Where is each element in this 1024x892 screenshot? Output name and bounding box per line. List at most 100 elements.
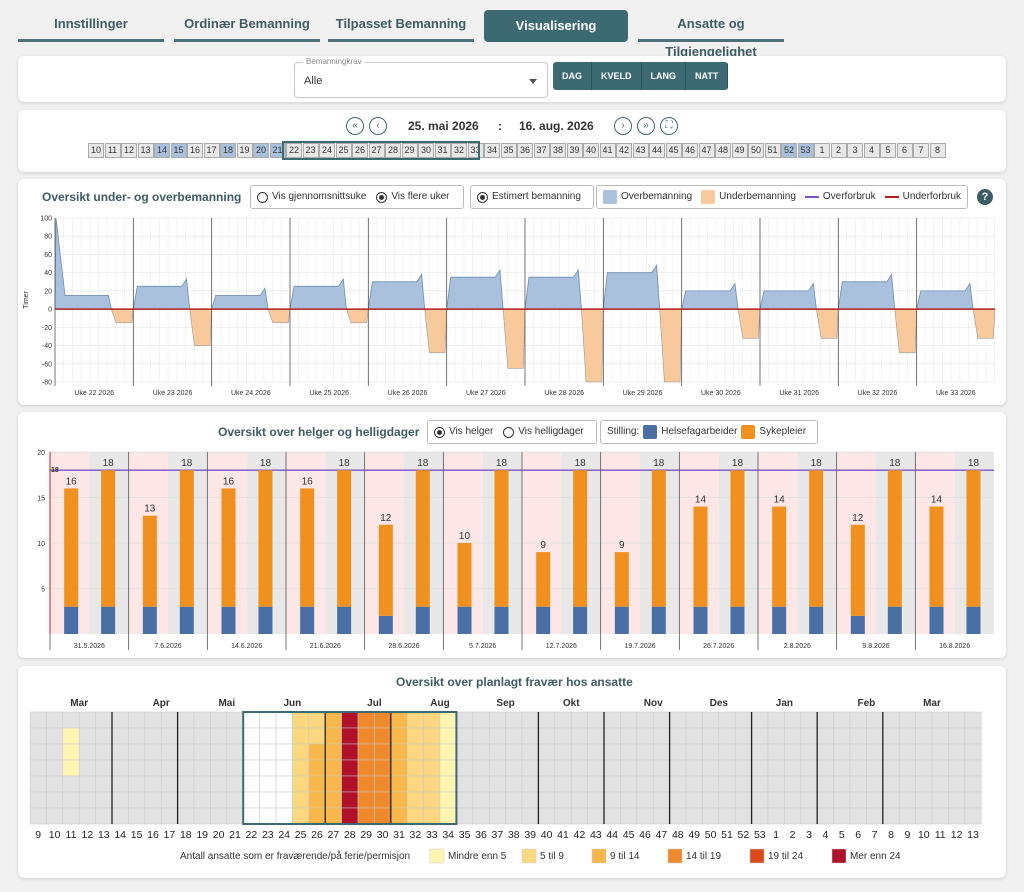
week-chip-10[interactable]: 10	[88, 143, 104, 158]
week-chip-2[interactable]: 2	[830, 143, 847, 158]
heatmap-cell	[128, 711, 146, 729]
heatmap-cell	[78, 711, 96, 729]
week-chip-50[interactable]: 50	[748, 143, 764, 158]
shift-natt-button[interactable]: NATT	[686, 62, 729, 90]
heatmap-cell	[685, 711, 703, 729]
heatmap-cell	[505, 743, 523, 761]
x-tick-label: Uke 30 2026	[701, 390, 741, 397]
week-chip-31[interactable]: 31	[434, 143, 451, 158]
week-label: 46	[639, 829, 651, 841]
week-chip-38[interactable]: 38	[550, 143, 566, 158]
month-label: Des	[710, 698, 729, 709]
heatmap-cell	[915, 743, 933, 761]
week-chip-26[interactable]: 26	[352, 143, 368, 158]
week-chip-30[interactable]: 30	[418, 143, 434, 158]
help-icon[interactable]: ?	[977, 189, 993, 205]
week-chip-7[interactable]: 7	[913, 143, 929, 158]
bar-sykepleier	[809, 470, 824, 607]
bar-sykepleier	[415, 470, 430, 607]
next-button[interactable]: ›	[614, 117, 632, 135]
heatmap-cell	[374, 759, 392, 777]
heatmap-cell	[652, 711, 670, 729]
week-chip-5[interactable]: 5	[880, 143, 896, 158]
shift-kveld-button[interactable]: KVELD	[592, 62, 642, 90]
heatmap-cell	[78, 791, 96, 809]
shift-lang-button[interactable]: LANG	[641, 62, 687, 90]
week-chip-29[interactable]: 29	[401, 143, 418, 158]
week-chip-44[interactable]: 44	[649, 143, 665, 158]
radio-flere-uker[interactable]	[376, 191, 388, 203]
tab-visualisering[interactable]: Visualisering	[484, 10, 628, 42]
week-chip-43[interactable]: 43	[632, 143, 649, 158]
week-chip-18[interactable]: 18	[220, 143, 236, 158]
week-chip-46[interactable]: 46	[682, 143, 698, 158]
week-chip-53[interactable]: 53	[797, 143, 814, 158]
bar-helsefagarbeider	[142, 606, 157, 634]
week-chip-21[interactable]: 21	[269, 143, 286, 158]
month-label: Apr	[153, 698, 170, 709]
week-chip-45[interactable]: 45	[665, 143, 682, 158]
week-chip-34[interactable]: 34	[484, 143, 500, 158]
bar-total-label: 16	[223, 476, 235, 487]
week-chip-11[interactable]: 11	[104, 143, 121, 158]
bemanningkrav-select[interactable]: Bemanningkrav Alle	[294, 57, 548, 98]
fullscreen-icon[interactable]: ⛶	[660, 117, 678, 135]
tab-tilpasset-bemanning[interactable]: Tilpasset Bemanning	[328, 10, 474, 42]
radio-helligdager[interactable]	[503, 426, 515, 438]
week-chip-24[interactable]: 24	[319, 143, 335, 158]
week-chip-39[interactable]: 39	[566, 143, 583, 158]
tab-innstillinger[interactable]: Innstillinger	[18, 10, 164, 42]
week-chip-42[interactable]: 42	[616, 143, 632, 158]
heatmap-cell	[718, 759, 736, 777]
week-chip-36[interactable]: 36	[517, 143, 533, 158]
week-chip-23[interactable]: 23	[302, 143, 319, 158]
selected-weeks-frame[interactable]	[282, 141, 480, 160]
week-chip-13[interactable]: 13	[137, 143, 154, 158]
week-label: 45	[623, 829, 635, 841]
week-chip-27[interactable]: 27	[368, 143, 385, 158]
week-chip-28[interactable]: 28	[385, 143, 401, 158]
shift-dag-button[interactable]: DAG	[553, 62, 592, 90]
radio-gjennomsnittsuke[interactable]	[257, 191, 268, 203]
radio-estimert[interactable]	[477, 191, 488, 203]
week-chip-37[interactable]: 37	[533, 143, 550, 158]
week-chip-1[interactable]: 1	[814, 143, 830, 158]
week-chip-4[interactable]: 4	[863, 143, 880, 158]
tab-ordinaer-bemanning[interactable]: Ordinær Bemanning	[174, 10, 320, 42]
week-chip-25[interactable]: 25	[335, 143, 352, 158]
week-chip-40[interactable]: 40	[583, 143, 599, 158]
week-chip-14[interactable]: 14	[154, 143, 170, 158]
radio-helger[interactable]	[434, 426, 445, 438]
heatmap-cell	[587, 759, 605, 777]
prev-button[interactable]: ‹	[369, 117, 387, 135]
heatmap-cell	[128, 775, 146, 793]
tab-ansatte-tilgjengelighet[interactable]: Ansatte og Tilgjengelighet	[638, 10, 784, 59]
week-chip-51[interactable]: 51	[764, 143, 781, 158]
week-chip-16[interactable]: 16	[187, 143, 203, 158]
week-chip-20[interactable]: 20	[253, 143, 269, 158]
week-chip-41[interactable]: 41	[599, 143, 616, 158]
week-chip-48[interactable]: 48	[715, 143, 731, 158]
week-chip-49[interactable]: 49	[731, 143, 748, 158]
week-chip-52[interactable]: 52	[781, 143, 797, 158]
heatmap-cell	[800, 807, 818, 825]
week-chip-15[interactable]: 15	[170, 143, 187, 158]
week-chip-22[interactable]: 22	[286, 143, 302, 158]
week-chip-35[interactable]: 35	[500, 143, 517, 158]
legend-swatch	[429, 848, 445, 864]
heatmap-cell	[915, 759, 933, 777]
week-chip-6[interactable]: 6	[896, 143, 913, 158]
week-chip-17[interactable]: 17	[203, 143, 220, 158]
week-chip-8[interactable]: 8	[929, 143, 946, 158]
week-chip-47[interactable]: 47	[698, 143, 715, 158]
week-chip-19[interactable]: 19	[236, 143, 253, 158]
heatmap-cell	[390, 759, 408, 777]
week-chip-32[interactable]: 32	[451, 143, 467, 158]
heatmap-cell	[160, 711, 178, 729]
last-button[interactable]: »	[637, 117, 655, 135]
first-button[interactable]: «	[346, 117, 364, 135]
week-chip-3[interactable]: 3	[847, 143, 863, 158]
heatmap-cell	[948, 775, 966, 793]
y-axis-label: Timer	[23, 291, 30, 309]
week-chip-12[interactable]: 12	[121, 143, 137, 158]
